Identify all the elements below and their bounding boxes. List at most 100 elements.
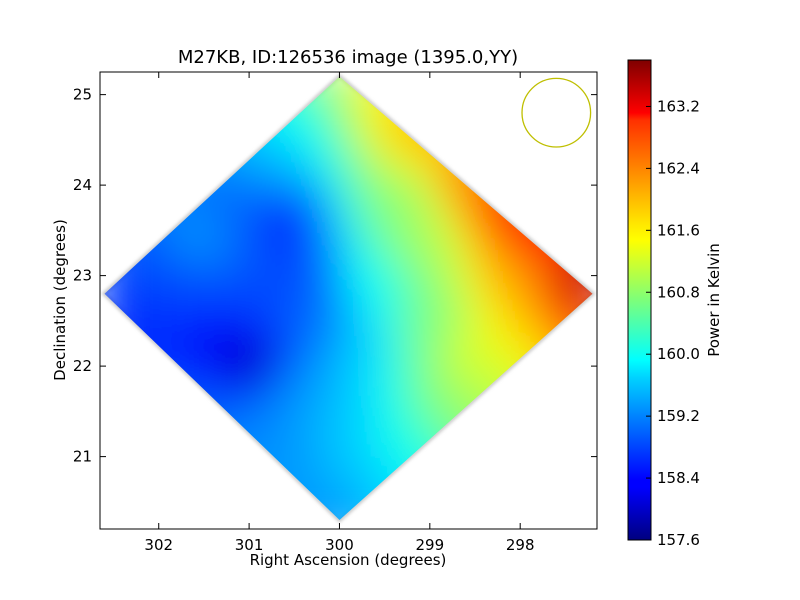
map-cell [472,300,485,313]
map-cell [304,300,317,313]
map-cell [244,324,257,337]
map-cell [280,456,293,469]
map-cell [340,204,353,217]
map-cell [244,252,257,265]
map-cell [388,192,401,205]
map-cell [196,372,209,385]
map-cell [520,252,533,265]
map-cell [244,288,257,301]
map-cell [304,216,317,229]
map-cell [496,300,509,313]
map-cell [220,372,233,385]
map-cell [400,384,413,397]
map-cell [328,192,341,205]
map-cell [304,180,317,193]
map-cell [328,396,341,409]
y-tick-label: 25 [73,86,92,104]
y-tick-label: 22 [73,357,92,375]
map-cell [424,396,437,409]
map-cell [364,228,377,241]
map-cell [400,240,413,253]
map-cell [232,324,245,337]
map-cell [160,288,173,301]
map-cell [292,408,305,421]
map-cell [328,204,341,217]
map-cell [104,288,113,301]
map-cell [448,348,461,361]
map-cell [304,192,317,205]
map-cell [232,288,245,301]
map-cell [268,168,281,181]
map-cell [568,528,581,541]
map-cell [352,252,365,265]
map-cell [340,240,353,253]
map-cell [484,336,497,349]
map-cell [340,468,353,481]
map-cell [364,528,377,541]
map-cell [208,264,221,277]
map-cell [472,372,485,385]
map-cell [196,276,209,289]
map-cell [316,192,329,205]
map-cell [400,324,413,337]
map-cell [316,228,329,241]
map-cell [112,528,125,541]
map-cell [184,528,197,541]
map-cell [268,240,281,253]
map-cell [256,324,269,337]
map-cell [376,456,389,469]
map-cell [244,360,257,373]
y-axis-label: Declination (degrees) [51,219,69,381]
map-cell [292,156,305,169]
map-cell [280,396,293,409]
map-cell [244,348,257,361]
map-cell [484,360,497,373]
map-cell [352,468,365,481]
map-cell [364,468,377,481]
map-cell [376,384,389,397]
map-cell [280,180,293,193]
map-cell [412,408,425,421]
map-cell [280,408,293,421]
map-cell [424,240,437,253]
map-cell [292,300,305,313]
map-cell [388,336,401,349]
map-cell [256,156,269,169]
map-cell [292,528,305,541]
x-tick-label: 299 [416,536,445,554]
map-cell [460,528,473,541]
map-cell [292,456,305,469]
map-cell [364,444,377,457]
map-cell [148,252,161,265]
map-cell [244,168,257,181]
map-cell [316,468,329,481]
map-cell [412,144,425,157]
map-cell [412,216,425,229]
map-cell [508,324,521,337]
map-cell [172,300,185,313]
map-cell [460,192,473,205]
map-cell [256,336,269,349]
map-cell [532,264,545,277]
map-cell [316,264,329,277]
map-cell [232,264,245,277]
map-cell [376,216,389,229]
map-cell [388,240,401,253]
map-cell [448,528,461,541]
map-cell [388,456,401,469]
map-cell [376,252,389,265]
map-cell [328,120,341,133]
map-cell [220,360,233,373]
map-cell [232,216,245,229]
map-cell [316,300,329,313]
map-cell [592,528,605,541]
map-cell [340,84,353,97]
map-cell [532,300,545,313]
map-cell [184,216,197,229]
map-cell [328,168,341,181]
map-cell [352,228,365,241]
map-cell [424,264,437,277]
map-cell [208,360,221,373]
map-cell [280,144,293,157]
map-cell [268,180,281,193]
